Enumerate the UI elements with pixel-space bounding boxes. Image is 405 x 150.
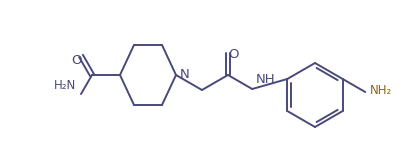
Text: O: O: [229, 48, 239, 62]
Text: O: O: [72, 54, 82, 68]
Text: NH: NH: [256, 73, 276, 86]
Text: H₂N: H₂N: [54, 79, 76, 92]
Text: NH₂: NH₂: [370, 84, 392, 96]
Text: N: N: [180, 69, 190, 81]
